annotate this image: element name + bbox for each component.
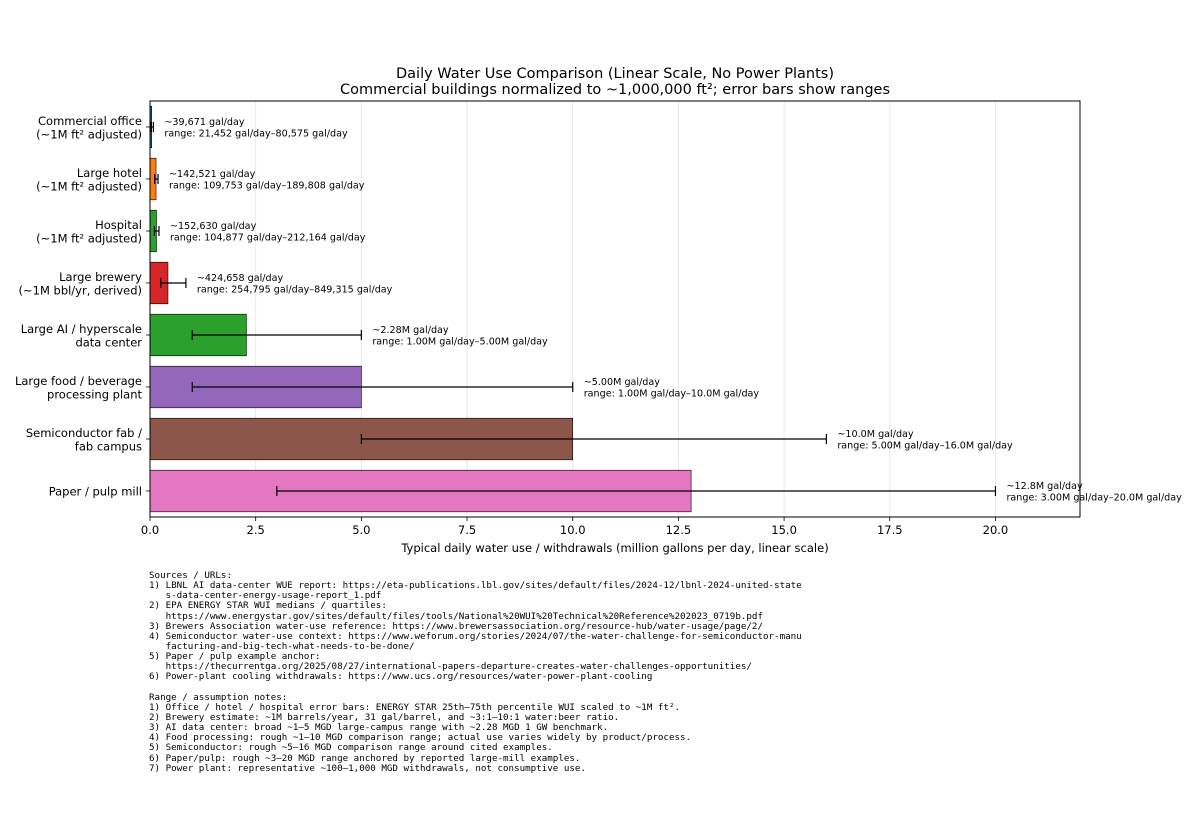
value-annotation: ~152,630 gal/day	[170, 221, 257, 232]
value-annotation: ~424,658 gal/day	[197, 273, 284, 284]
note-line: 3) AI data center: broad ~1–5 MGD large-…	[149, 722, 609, 734]
value-annotation: ~5.00M gal/day	[584, 377, 661, 388]
note-line: 7) Power plant: representative ~100–1,00…	[149, 762, 586, 774]
note-line: 6) Power-plant cooling withdrawals: http…	[149, 671, 653, 683]
x-tick-label: 10.0	[560, 523, 586, 537]
x-tick-label: 0.0	[141, 523, 159, 537]
x-tick-label: 15.0	[771, 523, 797, 537]
value-annotation: range: 1.00M gal/day–10.0M gal/day	[584, 389, 760, 400]
category-label: (~1M bbl/yr, derived)	[19, 283, 143, 297]
value-annotation: range: 104,877 gal/day–212,164 gal/day	[170, 233, 366, 244]
category-label: (~1M ft² adjusted)	[36, 179, 142, 193]
value-annotation: ~12.8M gal/day	[1006, 481, 1083, 492]
y-axis: Commercial office(~1M ft² adjusted)Large…	[15, 114, 150, 499]
note-line: https://thecurrentga.org/2025/08/27/inte…	[149, 661, 752, 673]
category-label: Large hotel	[77, 166, 142, 180]
note-line: 4) Food processing: rough ~1–10 MGD comp…	[149, 732, 692, 744]
x-tick-label: 12.5	[666, 523, 692, 537]
x-tick-label: 17.5	[877, 523, 903, 537]
chart-title: Daily Water Use Comparison (Linear Scale…	[396, 66, 834, 82]
category-label: fab campus	[75, 439, 142, 453]
value-annotation: range: 5.00M gal/day–16.0M gal/day	[837, 441, 1013, 452]
note-line	[149, 683, 1149, 693]
value-annotation: ~2.28M gal/day	[372, 325, 449, 336]
value-annotation: range: 3.00M gal/day–20.0M gal/day	[1006, 493, 1182, 504]
note-line: 4) Semiconductor water-use context: http…	[149, 630, 802, 642]
bars	[149, 105, 692, 513]
error-bars	[150, 122, 997, 496]
note-line: 6) Paper/pulp: rough ~3–20 MGD range anc…	[149, 752, 581, 764]
chart-subtitle: Commercial buildings normalized to ~1,00…	[340, 82, 890, 98]
category-label: Commercial office	[38, 114, 142, 128]
note-line: 5) Semiconductor: rough ~5–16 MGD compar…	[149, 742, 553, 754]
note-line: https://www.energystar.gov/sites/default…	[149, 610, 763, 622]
category-label: processing plant	[47, 387, 142, 401]
value-annotation: range: 254,795 gal/day–849,315 gal/day	[197, 285, 393, 296]
category-label: Large brewery	[59, 270, 142, 284]
category-label: Large food / beverage	[15, 374, 142, 388]
note-line: 1) LBNL AI data-center WUE report: https…	[149, 580, 802, 592]
category-label: Large AI / hyperscale	[21, 322, 142, 336]
grid-lines	[149, 101, 996, 517]
x-tick-label: 7.5	[458, 523, 476, 537]
category-label: Hospital	[95, 218, 142, 232]
value-annotation: ~142,521 gal/day	[169, 169, 256, 180]
note-line: 5) Paper / pulp example anchor:	[149, 651, 321, 663]
note-line: 3) Brewers Association water-use referen…	[149, 620, 763, 632]
x-axis-label: Typical daily water use / withdrawals (m…	[400, 541, 828, 555]
note-line: 2) Brewery estimate: ~1M barrels/year, 3…	[149, 711, 620, 723]
category-label: Paper / pulp mill	[49, 485, 142, 499]
plot-frame	[149, 100, 1081, 518]
x-tick-label: 20.0	[983, 523, 1009, 537]
value-annotation: ~10.0M gal/day	[837, 429, 914, 440]
value-annotation: ~39,671 gal/day	[164, 117, 244, 128]
note-line: 2) EPA ENERGY STAR WUI medians / quartil…	[149, 600, 387, 612]
category-label: data center	[75, 335, 142, 349]
note-line: facturing-and-big-tech-what-needs-to-be-…	[149, 640, 415, 652]
category-label: (~1M ft² adjusted)	[36, 231, 142, 245]
category-label: (~1M ft² adjusted)	[36, 127, 142, 141]
x-axis: 0.0 2.5 5.0 7.5 10.0 12.5 15.0 17.5 20.0	[141, 517, 1008, 537]
value-annotation: range: 1.00M gal/day–5.00M gal/day	[372, 337, 548, 348]
note-line: Sources / URLs:	[149, 570, 232, 581]
note-line: Range / assumption notes:	[149, 691, 288, 703]
water-use-chart: Daily Water Use Comparison (Linear Scale…	[15, 66, 1182, 555]
x-tick-label: 5.0	[352, 523, 370, 537]
note-line: s-data-center-energy-usage-report_1.pdf	[149, 590, 382, 602]
value-annotation: range: 21,452 gal/day–80,575 gal/day	[164, 129, 348, 140]
category-label: Semiconductor fab /	[26, 426, 142, 440]
sources-notes: Sources / URLs: 1) LBNL AI data-center WU…	[149, 570, 1149, 774]
value-annotation: range: 109,753 gal/day–189,808 gal/day	[169, 181, 365, 192]
x-tick-label: 2.5	[247, 523, 265, 537]
note-line: 1) Office / hotel / hospital error bars:…	[149, 701, 681, 713]
